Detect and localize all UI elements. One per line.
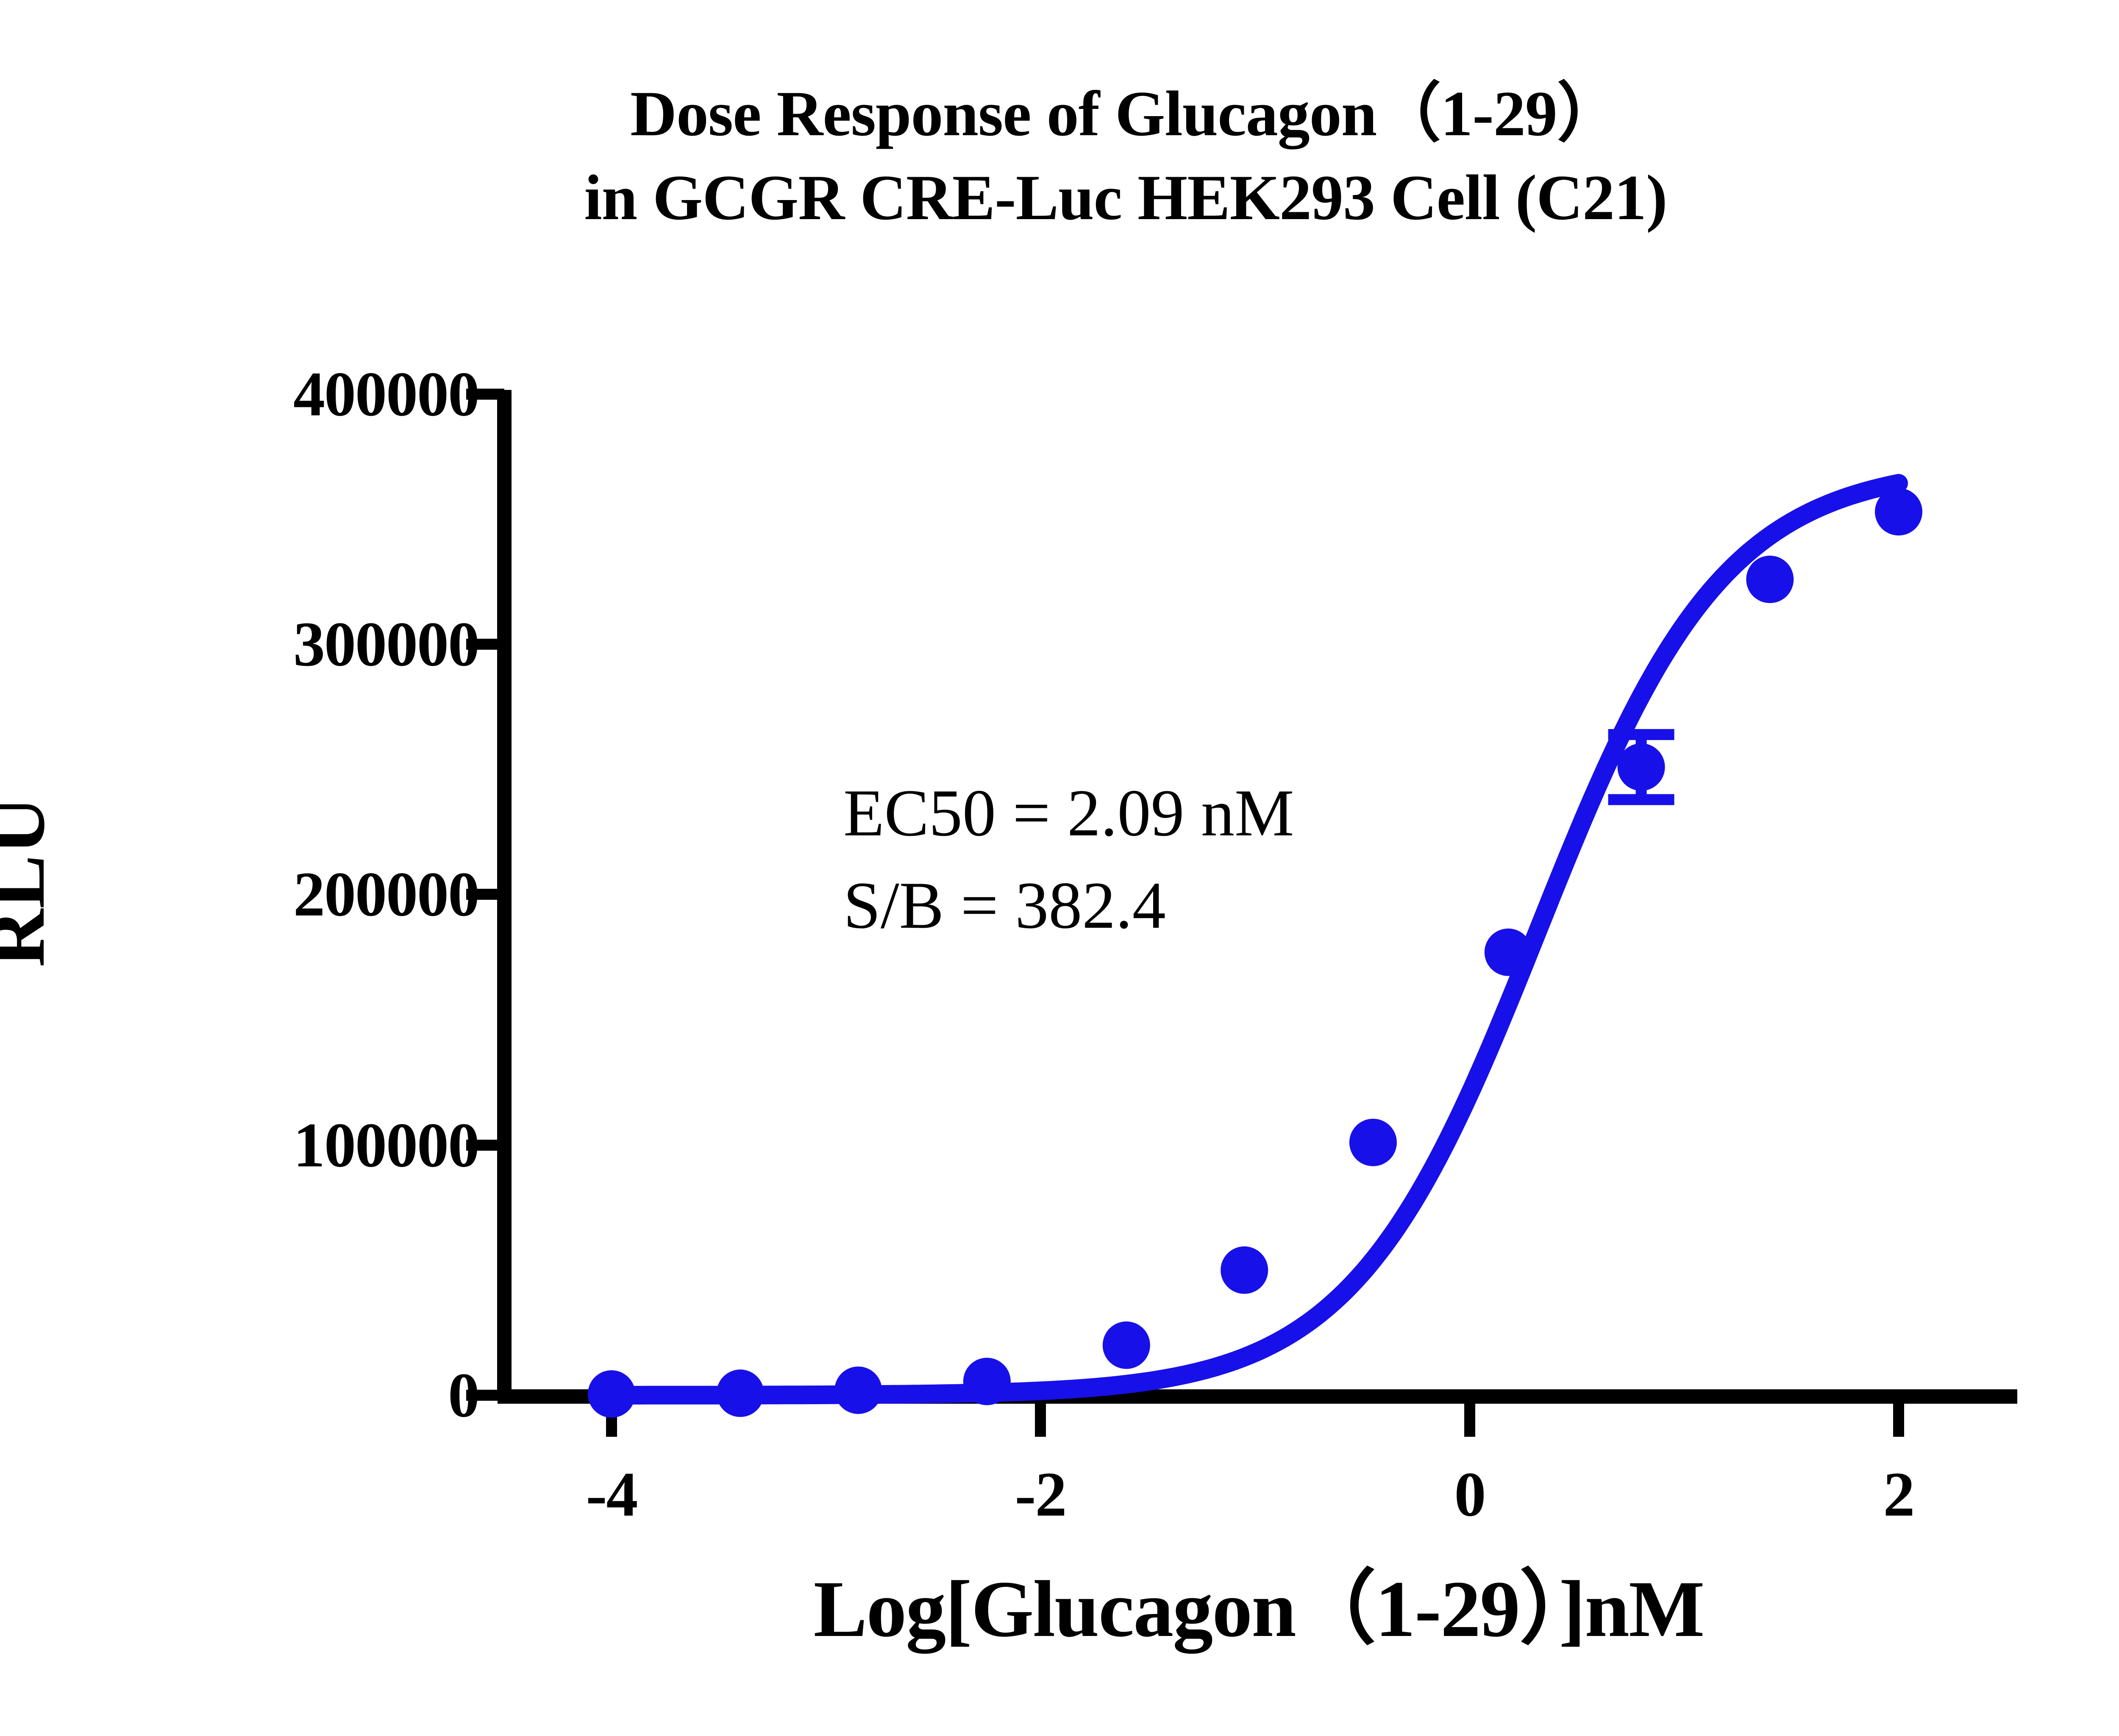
data-point-markers xyxy=(588,488,1922,1418)
data-point xyxy=(716,1369,764,1417)
y-tick-label-300000: 300000 xyxy=(293,609,480,679)
x-tick-label-0: 0 xyxy=(1454,1459,1486,1530)
data-point xyxy=(1617,743,1665,791)
y-axis-title: RLU xyxy=(0,796,63,967)
data-point xyxy=(588,1370,635,1418)
data-point xyxy=(1746,556,1794,603)
data-point xyxy=(1349,1118,1397,1166)
signal-to-background-annotation: S/B = 382.4 xyxy=(843,868,1166,943)
data-point xyxy=(1875,488,1922,536)
data-point xyxy=(834,1366,882,1414)
x-tick-label-2: 2 xyxy=(1883,1459,1915,1530)
x-tick-label--4: -4 xyxy=(586,1459,638,1530)
fit-annotation: EC50 = 2.09 nM S/B = 382.4 xyxy=(843,767,1294,952)
x-tick-label--2: -2 xyxy=(1015,1459,1067,1530)
ec50-annotation: EC50 = 2.09 nM xyxy=(843,776,1294,850)
y-tick-label-400000: 400000 xyxy=(293,359,480,429)
data-point xyxy=(1484,928,1532,976)
chart-title-line-1: Dose Response of Glucagon（1-29） xyxy=(630,78,1621,149)
y-axis-title-text: RLU xyxy=(0,796,61,968)
data-point xyxy=(1221,1246,1268,1294)
fit-curve xyxy=(602,474,1908,1405)
x-axis-title: Log[Glucagon（1-29）]nM xyxy=(813,1565,1705,1654)
chart-title-line-2: in GCGR CRE-Luc HEK293 Cell (C21) xyxy=(584,161,1667,233)
y-tick-label-100000: 100000 xyxy=(293,1110,480,1180)
y-tick-label-0: 0 xyxy=(448,1360,480,1430)
y-tick-marks xyxy=(466,389,504,1401)
y-tick-label-200000: 200000 xyxy=(293,859,480,929)
chart-title: Dose Response of Glucagon（1-29） in GCGR … xyxy=(0,72,2119,239)
data-point xyxy=(1102,1321,1150,1369)
data-point xyxy=(963,1358,1011,1405)
